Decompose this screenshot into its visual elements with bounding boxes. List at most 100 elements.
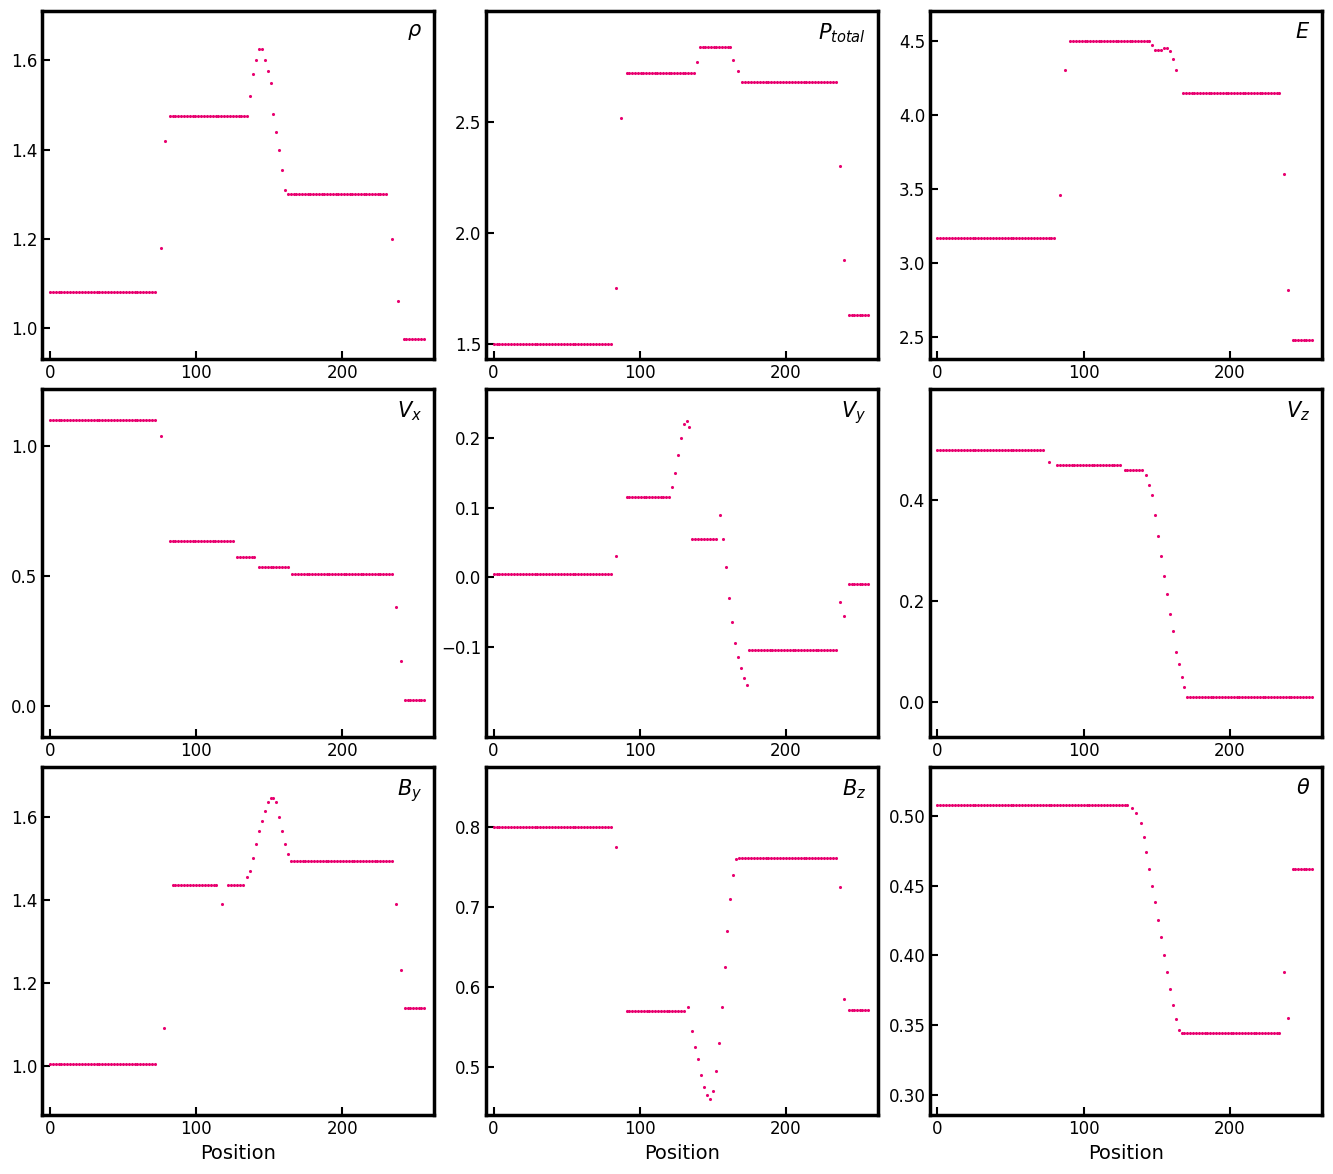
Point [664, 464, 685, 483]
Point [1192, 688, 1213, 707]
Point [504, 565, 525, 583]
Point [45, 1054, 67, 1073]
Point [257, 794, 279, 812]
Point [341, 565, 363, 583]
Point [237, 547, 259, 566]
Point [257, 558, 279, 576]
Point [193, 107, 215, 126]
Point [1229, 688, 1250, 707]
Point [248, 558, 269, 576]
Point [1117, 796, 1138, 815]
Point [619, 487, 640, 506]
Point [219, 107, 240, 126]
Point [521, 818, 543, 837]
Point [1100, 32, 1121, 50]
Point [958, 796, 980, 815]
Point [60, 283, 81, 302]
Point [1069, 456, 1090, 474]
Point [1240, 1024, 1261, 1043]
Point [1046, 796, 1068, 815]
X-axis label: Position: Position [644, 1143, 720, 1163]
Point [277, 558, 299, 576]
Point [139, 1054, 160, 1073]
Point [968, 796, 989, 815]
Point [1105, 32, 1126, 50]
Point [616, 487, 637, 506]
Point [694, 38, 716, 56]
Point [260, 789, 281, 808]
Point [1266, 83, 1288, 102]
Point [1101, 456, 1122, 474]
Point [820, 849, 841, 868]
Point [495, 335, 516, 353]
Point [597, 335, 619, 353]
Point [1269, 1024, 1290, 1043]
Point [968, 229, 989, 248]
Point [1012, 229, 1033, 248]
Point [576, 565, 597, 583]
Point [1174, 677, 1196, 696]
Point [292, 851, 313, 870]
Point [631, 63, 652, 82]
Point [994, 796, 1016, 815]
Point [644, 63, 665, 82]
Point [1254, 688, 1276, 707]
Point [51, 1054, 72, 1073]
Point [784, 73, 805, 92]
Point [1200, 688, 1221, 707]
Point [705, 38, 726, 56]
Point [48, 1054, 69, 1073]
Point [833, 250, 854, 269]
Point [349, 851, 371, 870]
Point [973, 796, 994, 815]
Point [761, 73, 782, 92]
Point [742, 849, 764, 868]
Point [405, 330, 427, 349]
Point [778, 73, 800, 92]
Point [144, 1054, 165, 1073]
Point [519, 335, 540, 353]
Point [1234, 1024, 1256, 1043]
Point [627, 63, 648, 82]
Point [325, 184, 347, 203]
Text: $V_x$: $V_x$ [397, 399, 423, 423]
Point [515, 335, 536, 353]
Point [941, 440, 962, 459]
Point [232, 547, 253, 566]
Point [297, 851, 319, 870]
Point [825, 73, 846, 92]
Point [361, 184, 383, 203]
Point [381, 851, 403, 870]
Point [681, 529, 702, 548]
Point [801, 73, 822, 92]
Point [288, 565, 309, 583]
Point [712, 38, 733, 56]
Point [1034, 229, 1056, 248]
Point [504, 818, 525, 837]
Point [1264, 83, 1285, 102]
Point [1182, 1024, 1204, 1043]
Point [1090, 796, 1112, 815]
Point [994, 229, 1016, 248]
Point [512, 565, 533, 583]
Point [97, 411, 119, 430]
Point [982, 440, 1004, 459]
Point [970, 796, 992, 815]
Point [633, 487, 655, 506]
Point [548, 565, 569, 583]
Point [688, 529, 709, 548]
Point [280, 184, 301, 203]
Point [199, 107, 220, 126]
Point [697, 38, 718, 56]
Point [1092, 456, 1113, 474]
Point [1128, 32, 1149, 50]
Point [176, 532, 197, 551]
Point [988, 796, 1009, 815]
Point [1133, 32, 1154, 50]
Point [813, 73, 834, 92]
Point [732, 73, 753, 92]
Point [1240, 688, 1261, 707]
Point [139, 411, 160, 430]
Point [213, 107, 235, 126]
Point [1229, 1024, 1250, 1043]
